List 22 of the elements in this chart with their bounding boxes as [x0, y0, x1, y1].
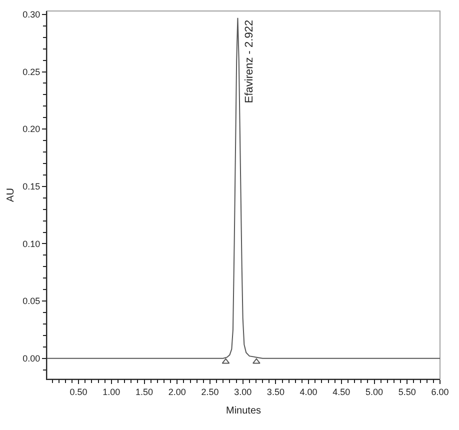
x-tick-label: 1.50: [135, 386, 154, 397]
y-tick-label: 0.20: [22, 124, 40, 134]
x-tick-label: 1.00: [102, 386, 120, 397]
y-tick-label: 0.15: [22, 182, 40, 192]
x-tick-label: 0.50: [70, 386, 88, 397]
x-tick-label: 4.00: [300, 386, 318, 397]
x-tick-label: 2.00: [168, 386, 186, 397]
y-axis-title: AU: [6, 188, 17, 202]
y-tick-label: 0.10: [22, 238, 40, 249]
y-tick-label: 0.30: [22, 10, 40, 20]
x-tick-label: 4.50: [332, 386, 350, 397]
x-axis-title: Minutes: [226, 405, 262, 416]
x-tick-label: 2.50: [201, 386, 219, 397]
y-tick-label: 0.25: [22, 66, 40, 77]
x-tick-label: 3.50: [266, 386, 284, 397]
x-tick-label: 5.00: [366, 386, 384, 397]
annotation: Efavirenz - 2.922: [243, 20, 256, 104]
x-tick-label: 6.00: [431, 386, 449, 397]
y-tick-label: 0.00: [22, 354, 40, 364]
y-tick-label: 0.05: [22, 296, 40, 306]
x-tick-label: 3.00: [234, 386, 252, 397]
x-tick-label: 5.50: [398, 386, 416, 397]
